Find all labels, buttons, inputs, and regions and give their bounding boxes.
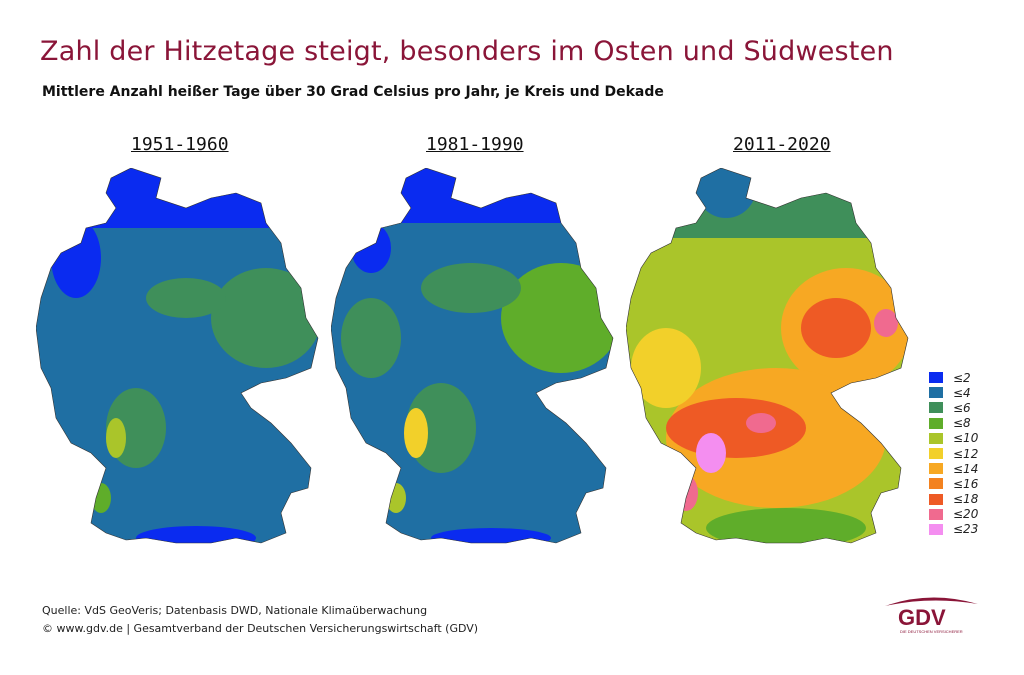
legend-item: ≤23 (929, 522, 978, 537)
legend-label: ≤12 (953, 446, 979, 461)
legend-label: ≤2 (953, 370, 971, 385)
legend-label: ≤8 (953, 416, 971, 431)
map-2011-2020 (626, 168, 909, 544)
legend-item: ≤6 (929, 400, 978, 415)
legend-item: ≤16 (929, 476, 978, 491)
legend-item: ≤4 (929, 385, 978, 400)
legend-swatch (929, 432, 943, 444)
page-subtitle: Mittlere Anzahl heißer Tage über 30 Grad… (42, 84, 664, 100)
legend: ≤2 ≤4 ≤6 ≤8 ≤10 ≤12 ≤14 ≤16 ≤18 ≤20 ≤23 (929, 370, 978, 537)
map-1951-1960 (36, 168, 319, 544)
legend-label: ≤18 (953, 492, 979, 507)
legend-swatch (929, 402, 943, 414)
source-note: Quelle: VdS GeoVeris; Datenbasis DWD, Na… (42, 604, 428, 617)
map-label-2011: 2011-2020 (733, 134, 831, 155)
legend-item: ≤14 (929, 461, 978, 476)
legend-item: ≤12 (929, 446, 978, 461)
gdv-logo: GDV DIE DEUTSCHEN VERSICHERER (885, 597, 978, 634)
legend-swatch (929, 463, 943, 475)
legend-label: ≤6 (953, 400, 971, 415)
legend-item: ≤10 (929, 431, 978, 446)
legend-label: ≤4 (953, 385, 971, 400)
page-title: Zahl der Hitzetage steigt, besonders im … (40, 36, 894, 67)
legend-item: ≤8 (929, 416, 978, 431)
legend-swatch (929, 478, 943, 490)
svg-text:DIE DEUTSCHEN VERSICHERER: DIE DEUTSCHEN VERSICHERER (900, 629, 963, 634)
legend-swatch (929, 523, 943, 535)
legend-swatch (929, 417, 943, 429)
map-1981-1990 (331, 168, 614, 544)
legend-swatch (929, 493, 943, 505)
legend-item: ≤20 (929, 507, 978, 522)
map-label-1951: 1951-1960 (131, 134, 229, 155)
legend-label: ≤14 (953, 461, 979, 476)
legend-item: ≤2 (929, 370, 978, 385)
legend-item: ≤18 (929, 492, 978, 507)
map-label-1981: 1981-1990 (426, 134, 524, 155)
svg-text:GDV: GDV (898, 605, 946, 630)
copyright-note: © www.gdv.de | Gesamtverband der Deutsch… (42, 622, 479, 635)
legend-label: ≤20 (953, 507, 979, 522)
legend-swatch (929, 372, 943, 384)
legend-swatch (929, 387, 943, 399)
legend-label: ≤10 (953, 431, 979, 446)
legend-swatch (929, 448, 943, 460)
legend-label: ≤23 (953, 522, 979, 537)
legend-swatch (929, 508, 943, 520)
legend-label: ≤16 (953, 476, 979, 491)
